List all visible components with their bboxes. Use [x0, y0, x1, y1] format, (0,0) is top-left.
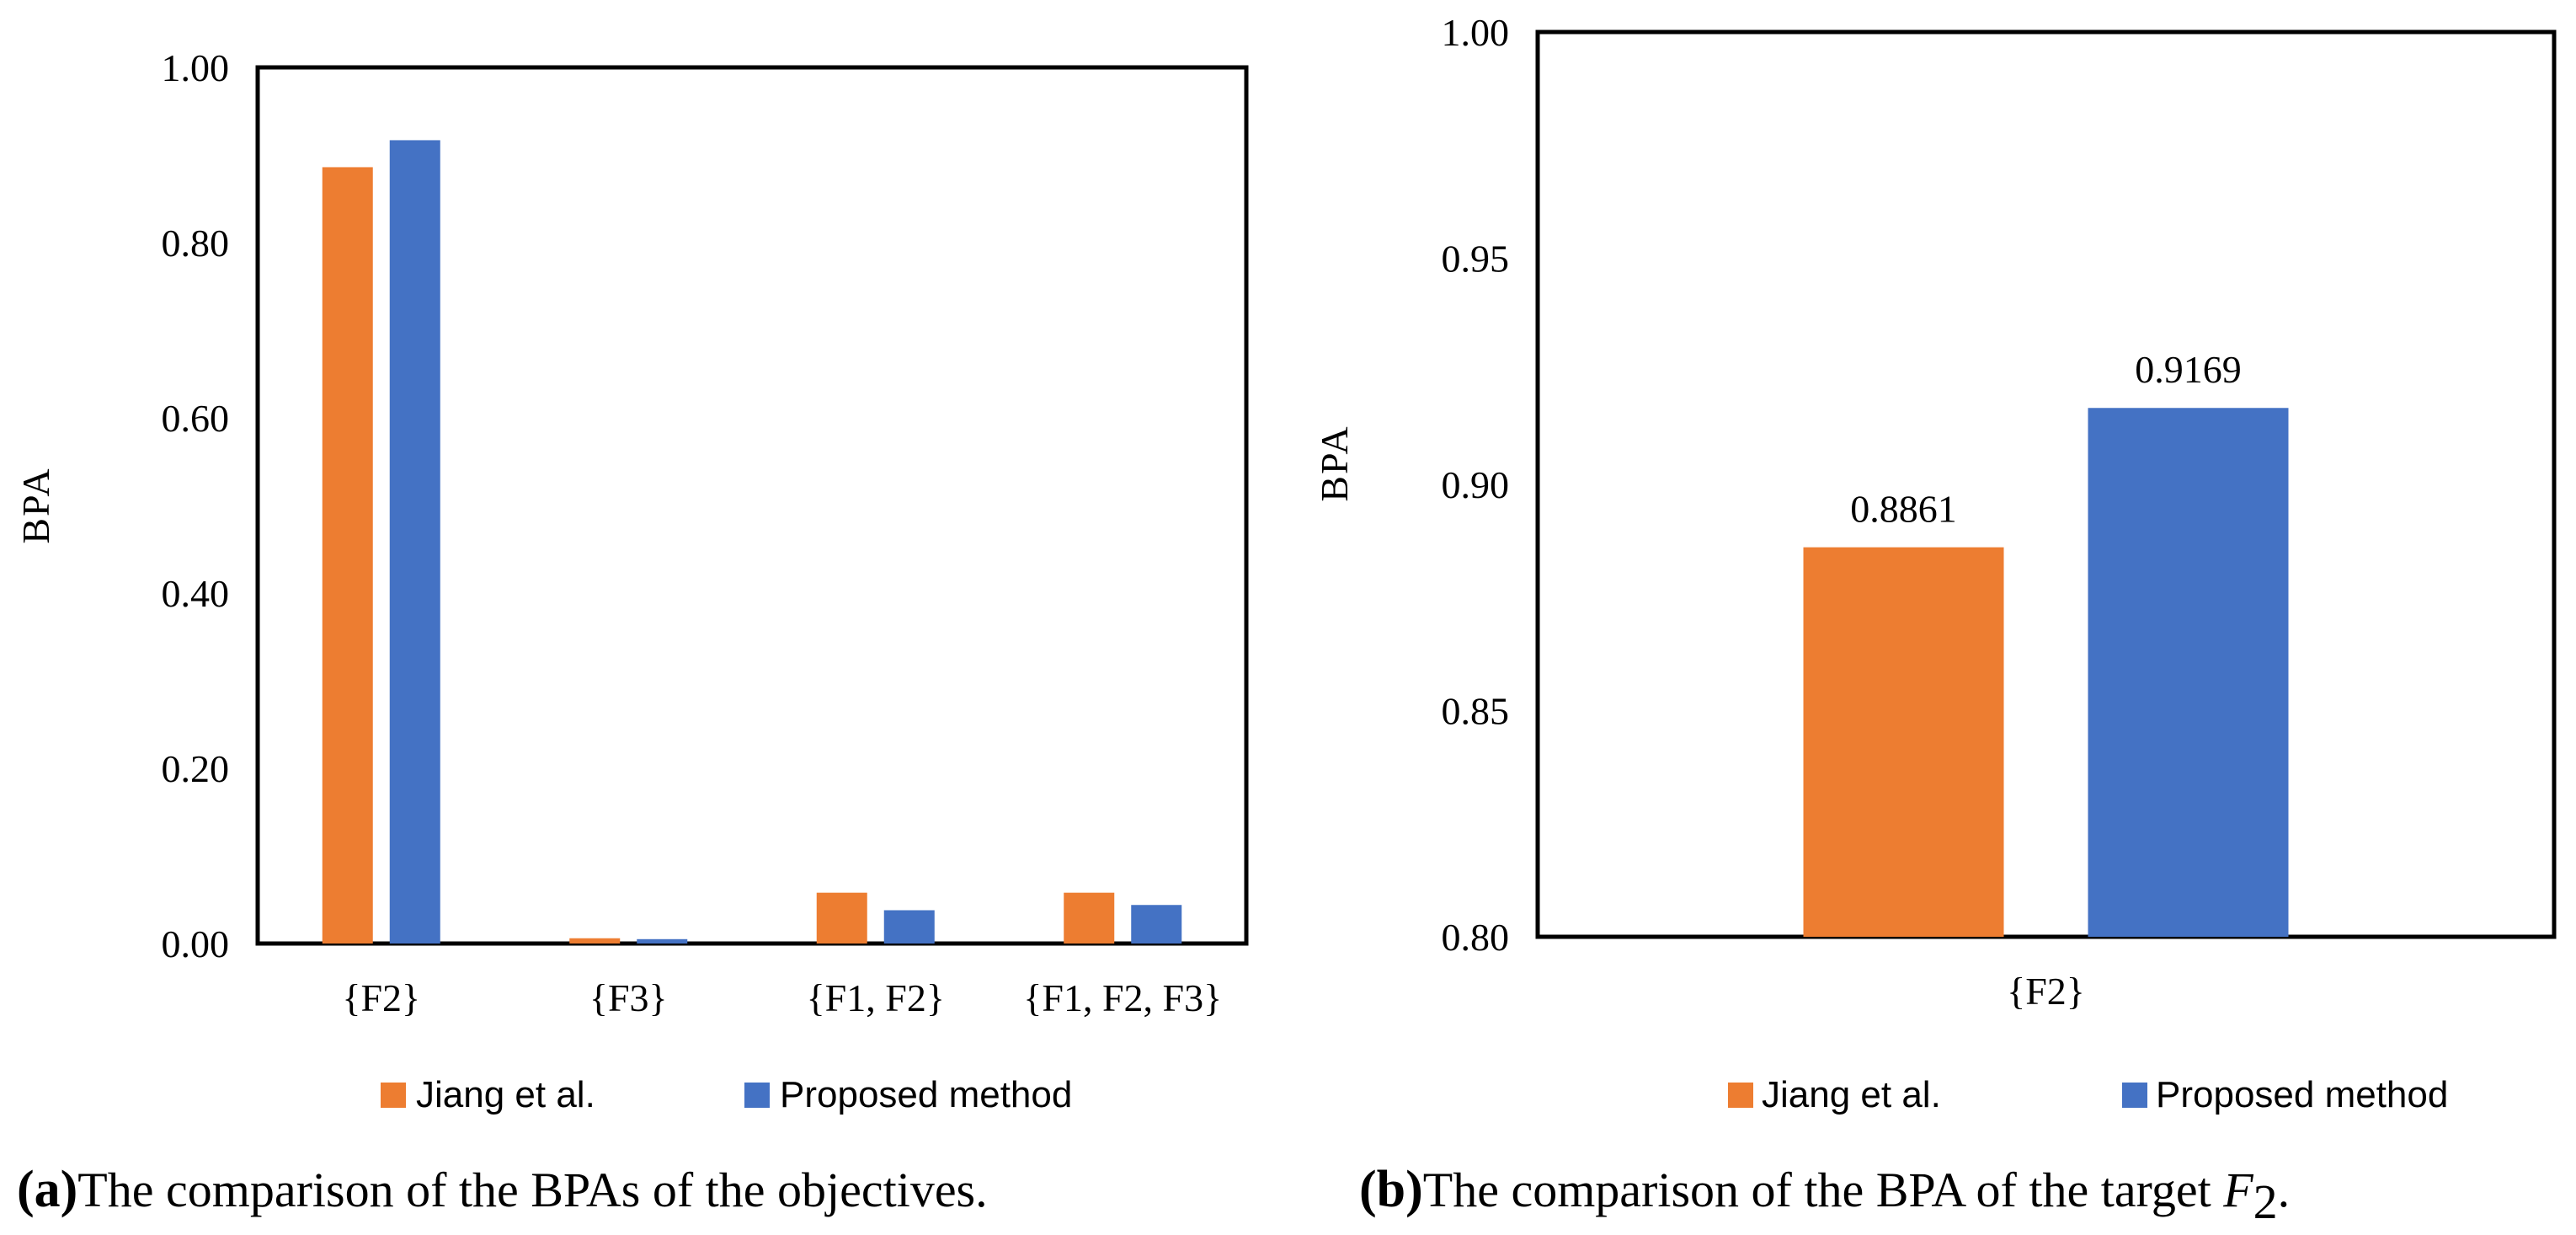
- chart-b-data-labels: 0.8861 0.9169: [1850, 348, 2242, 530]
- x-tick-label: {F2}: [342, 976, 420, 1019]
- chart-b-plot-frame: [1535, 29, 2557, 939]
- bar-jiang-0: [322, 167, 373, 944]
- bar-jiang-3: [1064, 892, 1115, 944]
- y-tick-label: 0.20: [162, 747, 230, 790]
- y-tick-label: 0.00: [162, 922, 230, 965]
- chart-b: 0.80 0.85 0.90 0.95 1.00 0.8861 0.9169 {F2} B…: [1313, 11, 2557, 1229]
- chart-a-y-axis-title: BPA: [14, 467, 57, 543]
- y-tick-label: 0.95: [1442, 238, 1510, 281]
- chart-a-legend-swatch-jiang: [381, 1083, 406, 1108]
- chart-b-y-axis-title: BPA: [1313, 425, 1356, 501]
- chart-a-bars: [322, 140, 1182, 944]
- data-label-proposed: 0.9169: [2135, 348, 2242, 391]
- chart-a-x-axis: {F2} {F3} {F1, F2} {F1, F2, F3}: [342, 976, 1222, 1019]
- y-tick-label: 0.80: [1442, 916, 1510, 959]
- bar-proposed-2: [883, 910, 935, 944]
- chart-b-legend-label-jiang: Jiang et al.: [1762, 1074, 1941, 1115]
- y-tick-label: 0.40: [162, 572, 230, 615]
- chart-b-y-axis: 0.80 0.85 0.90 0.95 1.00: [1442, 11, 1510, 959]
- bar-proposed-3: [1131, 905, 1182, 944]
- chart-a-legend: Jiang et al. Proposed method: [381, 1074, 1072, 1115]
- chart-b-legend-swatch-proposed: [2122, 1083, 2147, 1108]
- chart-b-caption: (b)The comparison of the BPA of the targ…: [1359, 1161, 2290, 1229]
- x-tick-label: {F2}: [2007, 970, 2085, 1013]
- y-tick-label: 0.90: [1442, 463, 1510, 506]
- chart-a: 0.00 0.20 0.40 0.60 0.80 1.00 {F2} {F3} {F1, F2…: [14, 46, 1249, 1218]
- bar-proposed-1: [637, 938, 688, 944]
- y-tick-label: 0.85: [1442, 690, 1510, 733]
- y-tick-label: 0.80: [162, 222, 230, 265]
- bar-jiang-1: [569, 938, 621, 944]
- y-tick-label: 0.60: [162, 397, 230, 440]
- bar-jiang-0: [1803, 547, 2004, 937]
- y-tick-label: 1.00: [162, 46, 230, 89]
- chart-a-legend-label-proposed: Proposed method: [780, 1074, 1072, 1115]
- bar-proposed-0: [2088, 408, 2289, 937]
- x-tick-label: {F1, F2}: [807, 976, 945, 1019]
- chart-a-legend-swatch-proposed: [744, 1083, 770, 1108]
- x-tick-label: {F1, F2, F3}: [1023, 976, 1222, 1019]
- x-tick-label: {F3}: [589, 976, 668, 1019]
- chart-a-legend-label-jiang: Jiang et al.: [416, 1074, 595, 1115]
- chart-b-legend-label-proposed: Proposed method: [2156, 1074, 2448, 1115]
- chart-a-plot-frame: [255, 65, 1249, 946]
- data-label-jiang: 0.8861: [1850, 488, 1957, 531]
- chart-a-y-axis: 0.00 0.20 0.40 0.60 0.80 1.00: [162, 46, 230, 965]
- chart-b-legend: Jiang et al. Proposed method: [1728, 1074, 2448, 1115]
- chart-a-caption: (a)The comparison of the BPAs of the obj…: [17, 1161, 988, 1218]
- bar-jiang-2: [816, 892, 867, 944]
- chart-b-legend-swatch-jiang: [1728, 1083, 1753, 1108]
- chart-b-x-axis: {F2}: [2007, 970, 2085, 1013]
- bar-proposed-0: [389, 140, 440, 944]
- y-tick-label: 1.00: [1442, 11, 1510, 54]
- chart-b-bars: [1803, 408, 2289, 937]
